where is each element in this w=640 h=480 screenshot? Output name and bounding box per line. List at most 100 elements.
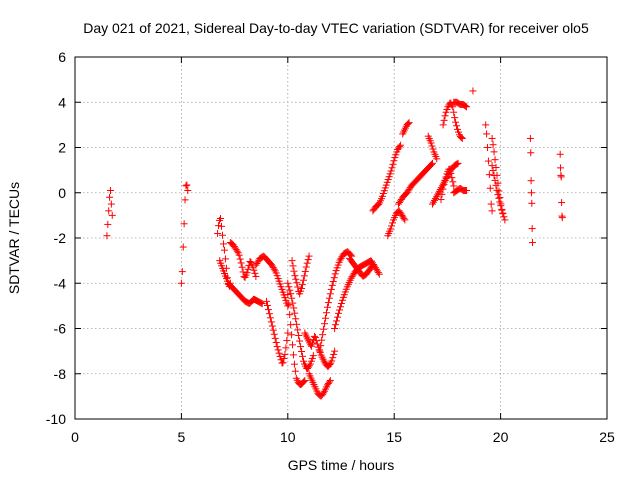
data-point bbox=[331, 270, 339, 278]
data-point bbox=[285, 283, 293, 291]
data-point bbox=[489, 167, 497, 175]
data-point bbox=[106, 186, 114, 194]
data-point bbox=[308, 342, 316, 350]
data-point bbox=[235, 251, 243, 259]
data-point bbox=[298, 347, 306, 355]
data-point bbox=[301, 377, 309, 385]
data-point bbox=[397, 141, 405, 149]
data-point bbox=[284, 279, 292, 287]
data-point bbox=[327, 285, 335, 293]
data-point bbox=[429, 145, 437, 153]
data-point bbox=[263, 297, 271, 305]
data-point bbox=[215, 222, 223, 230]
data-point bbox=[269, 326, 277, 334]
data-point bbox=[264, 306, 272, 314]
data-point bbox=[236, 255, 244, 263]
data-point bbox=[527, 149, 535, 157]
data-point bbox=[328, 281, 336, 289]
data-point bbox=[558, 214, 566, 222]
data-point bbox=[500, 213, 508, 221]
x-tick-label: 10 bbox=[280, 429, 296, 445]
data-point bbox=[434, 189, 442, 197]
data-point bbox=[250, 266, 258, 274]
data-point bbox=[405, 119, 413, 127]
data-point bbox=[447, 169, 455, 177]
data-point bbox=[440, 181, 448, 189]
data-point bbox=[494, 191, 502, 199]
data-point bbox=[333, 317, 341, 325]
data-point bbox=[317, 342, 325, 350]
data-point bbox=[330, 350, 338, 358]
data-point bbox=[220, 246, 228, 254]
data-point bbox=[320, 325, 328, 333]
data-point bbox=[291, 367, 299, 375]
data-point bbox=[284, 329, 292, 337]
data-point bbox=[441, 177, 449, 185]
data-point bbox=[276, 352, 284, 360]
data-point bbox=[439, 185, 447, 193]
data-point bbox=[271, 334, 279, 342]
data-point bbox=[303, 259, 311, 267]
data-point bbox=[337, 300, 345, 308]
data-point bbox=[325, 294, 333, 302]
data-point bbox=[300, 272, 308, 280]
data-point bbox=[257, 299, 265, 307]
data-point bbox=[332, 321, 340, 329]
data-point bbox=[310, 332, 318, 340]
data-point bbox=[305, 252, 313, 260]
data-point bbox=[326, 290, 334, 298]
data-point bbox=[270, 330, 278, 338]
data-point bbox=[388, 164, 396, 172]
data-point bbox=[389, 219, 397, 227]
data-point bbox=[287, 321, 295, 329]
data-point bbox=[300, 378, 308, 386]
data-point bbox=[400, 214, 408, 222]
data-point bbox=[305, 362, 313, 370]
data-point bbox=[528, 225, 536, 233]
data-point bbox=[274, 346, 282, 354]
data-point bbox=[492, 164, 500, 172]
data-point bbox=[288, 294, 296, 302]
data-point bbox=[179, 243, 187, 251]
data-point bbox=[299, 276, 307, 284]
data-point bbox=[437, 196, 445, 204]
data-point bbox=[390, 157, 398, 165]
data-point bbox=[316, 347, 324, 355]
data-point bbox=[453, 160, 461, 168]
data-point bbox=[328, 357, 336, 365]
data-point bbox=[289, 351, 297, 359]
data-point bbox=[289, 299, 297, 307]
data-point bbox=[497, 202, 505, 210]
data-point bbox=[184, 186, 192, 194]
y-axis-label: SDTVAR / TECUs bbox=[6, 182, 22, 294]
data-point bbox=[428, 160, 436, 168]
data-point bbox=[285, 301, 293, 309]
data-point bbox=[498, 205, 506, 213]
data-point bbox=[244, 265, 252, 273]
data-point bbox=[297, 343, 305, 351]
y-tick-label: 4 bbox=[58, 94, 66, 110]
data-point bbox=[218, 231, 226, 239]
data-point bbox=[375, 270, 383, 278]
data-point bbox=[448, 174, 456, 182]
data-point bbox=[490, 148, 498, 156]
data-point bbox=[218, 222, 226, 230]
data-point bbox=[291, 272, 299, 280]
data-point bbox=[331, 347, 339, 355]
data-point bbox=[528, 199, 536, 207]
data-point bbox=[294, 283, 302, 291]
data-point bbox=[556, 150, 564, 158]
data-point bbox=[326, 360, 334, 368]
data-point bbox=[432, 193, 440, 201]
data-points bbox=[103, 87, 566, 400]
data-point bbox=[430, 196, 438, 204]
y-tick-label: -8 bbox=[54, 366, 67, 382]
data-point bbox=[292, 275, 300, 283]
data-point bbox=[320, 389, 328, 397]
data-point bbox=[491, 176, 499, 184]
data-point bbox=[304, 256, 312, 264]
data-point bbox=[499, 209, 507, 217]
data-point bbox=[335, 306, 343, 314]
data-point bbox=[495, 194, 503, 202]
data-point bbox=[103, 232, 111, 240]
